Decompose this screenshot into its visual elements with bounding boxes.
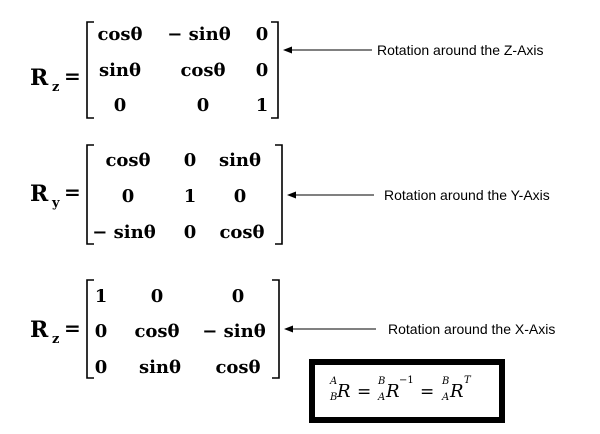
formula-term3-pre-superscript: B [441,376,449,387]
matrix-y-cell: sinθ [219,150,261,171]
formula-term3-superscript: T [464,375,472,386]
matrix-z-group: R z = cosθ − sinθ 0 sinθ cosθ 0 0 0 1 Ro… [30,21,544,119]
formula-term3-base: R [449,381,464,402]
matrix-y-cell: 0 [184,222,197,243]
matrix-z-cell: cosθ [180,60,225,81]
formula-term1-pre-superscript: A [329,376,337,387]
matrix-y-left-bracket [86,144,94,245]
matrix-x-cell: 0 [232,286,245,307]
matrix-y-label: Rotation around the Y-Axis [384,187,550,203]
matrix-y-arrowhead-icon [287,191,296,199]
matrix-z-lhs-symbol: R [30,65,49,91]
matrix-y-cell: 0 [122,186,135,207]
matrix-x-cell: − sinθ [202,321,265,342]
formula-box: A B R = B A R −1 = B A R T [309,359,505,423]
matrix-z-cell: 0 [114,95,127,116]
formula-term2-pre-superscript: B [377,376,385,387]
matrix-x-lhs-subscript: z [52,332,59,347]
formula-term3-pre-subscript: A [441,392,449,403]
matrix-z-equals: = [64,64,81,88]
formula-term1-pre-subscript: B [329,392,337,403]
formula-term2-base: R [385,381,400,402]
matrix-z-cell: 0 [256,24,269,45]
matrix-z-label: Rotation around the Z-Axis [377,42,544,58]
matrix-x-arrowhead-icon [284,325,293,333]
matrix-y-lhs-symbol: R [30,181,49,207]
matrix-x-label: Rotation around the X-Axis [388,321,555,337]
matrix-x-cell: 0 [95,357,108,378]
formula-equals-2: = [420,382,434,402]
matrix-x-cell: sinθ [139,357,181,378]
matrix-x-cell: 0 [95,321,108,342]
matrix-z-cell: 0 [256,60,269,81]
matrix-x-cell: 1 [95,286,108,307]
matrix-x-lhs-symbol: R [30,317,49,343]
matrix-y-cell: cosθ [219,222,264,243]
formula-box-border [309,359,505,423]
matrix-y-cell: 0 [234,186,247,207]
matrix-z-cell: sinθ [99,60,141,81]
matrix-z-cell: 1 [256,95,269,116]
matrix-x-group: R z = 1 0 0 0 cosθ − sinθ 0 sinθ cosθ Ro… [30,279,555,379]
matrix-z-lhs-subscript: z [52,80,59,95]
matrix-z-cell: − sinθ [167,24,230,45]
matrix-z-cell: 0 [197,95,210,116]
matrix-z-cell: cosθ [97,24,142,45]
matrix-y-cell: − sinθ [92,222,155,243]
matrix-x-right-bracket [272,279,280,379]
matrix-z-arrowhead-icon [283,46,292,54]
matrix-x-cell: cosθ [215,357,260,378]
formula-term1-base: R [336,381,351,402]
matrix-y-right-bracket [275,144,283,245]
matrix-x-cell: 0 [151,286,164,307]
matrix-y-group: R y = cosθ 0 sinθ 0 1 0 − sinθ 0 cosθ Ro… [30,144,550,245]
matrix-y-equals: = [64,180,81,204]
matrix-z-right-bracket [271,21,279,119]
matrix-y-cell: 1 [184,186,197,207]
matrix-y-cell: cosθ [105,150,150,171]
matrix-x-left-bracket [86,279,94,379]
formula-term2-superscript: −1 [399,375,414,386]
formula-term2-pre-subscript: A [377,392,385,403]
matrix-y-lhs-subscript: y [51,196,60,211]
formula-equals-1: = [357,382,371,402]
matrix-x-cell: cosθ [134,321,179,342]
matrix-z-left-bracket [86,21,94,119]
matrix-x-equals: = [64,316,81,340]
matrix-y-cell: 0 [184,150,197,171]
